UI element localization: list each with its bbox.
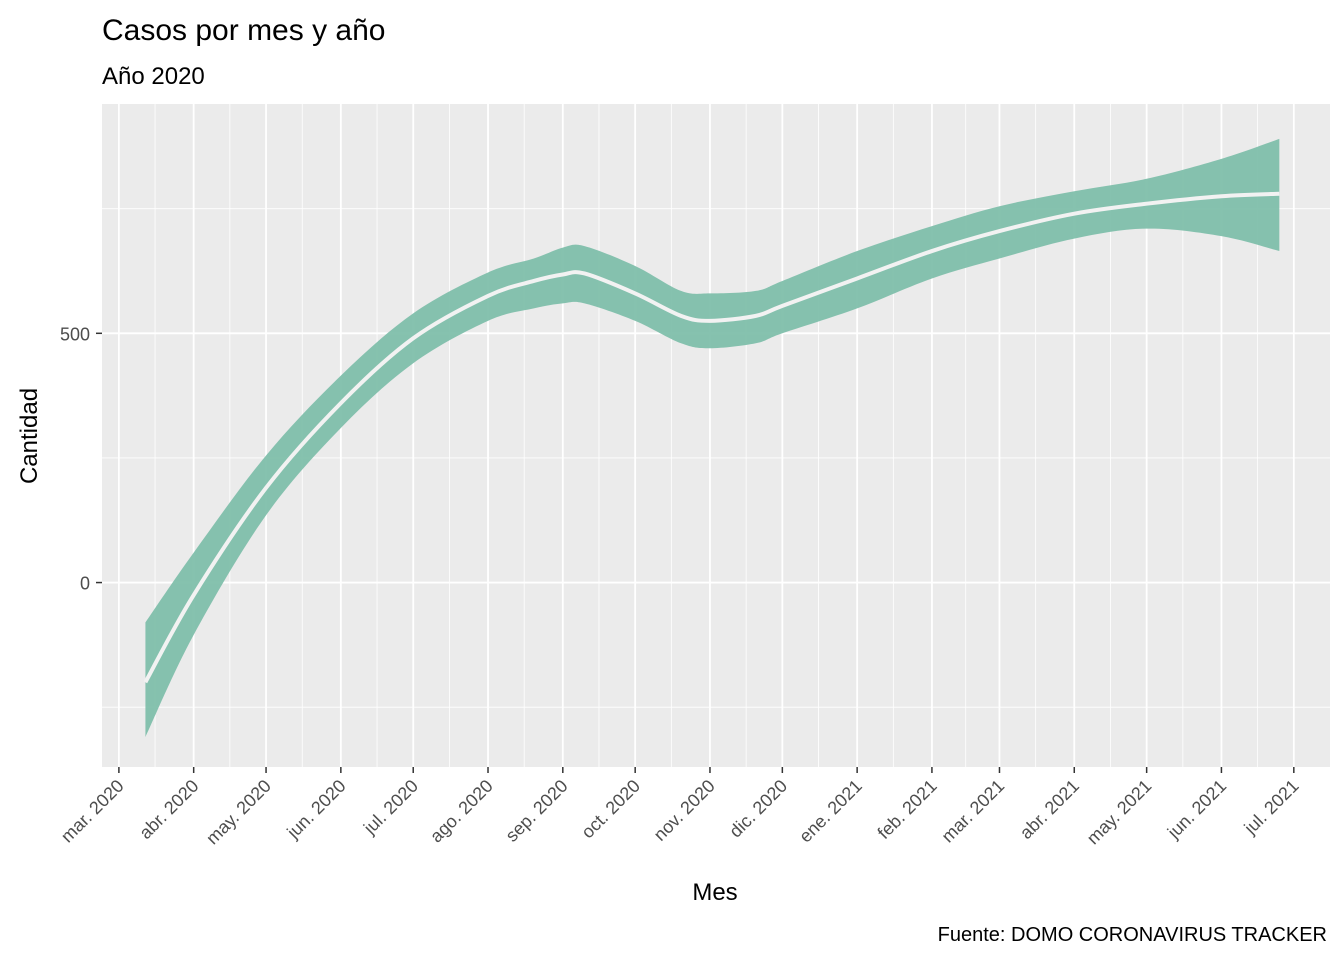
x-tick-label: abr. 2021 — [1016, 776, 1083, 843]
x-axis-title: Mes — [692, 879, 737, 906]
x-tick-label: jun. 2020 — [282, 776, 349, 843]
chart-caption: Fuente: DOMO CORONAVIRUS TRACKER — [938, 924, 1327, 946]
x-tick-label: oct. 2020 — [577, 776, 644, 843]
x-tick-label: sep. 2020 — [502, 776, 572, 846]
x-tick-label: dic. 2020 — [725, 776, 791, 842]
x-tick-label: mar. 2021 — [938, 776, 1009, 847]
y-axis-title: Cantidad — [16, 388, 43, 484]
smoothed-line — [143, 191, 1280, 684]
x-tick-label: mar. 2020 — [57, 776, 128, 847]
x-tick-label: ene. 2021 — [795, 776, 866, 847]
chart-subtitle: Año 2020 — [102, 63, 205, 90]
x-tick-label: abr. 2020 — [135, 776, 202, 843]
x-tick-label: jul. 2021 — [1240, 776, 1303, 839]
x-tick-label: feb. 2021 — [874, 776, 941, 843]
confidence-band — [145, 138, 1280, 738]
x-tick-label: nov. 2020 — [650, 776, 719, 845]
x-tick-label: ago. 2020 — [426, 776, 497, 847]
x-tick-label: jul. 2020 — [359, 776, 422, 839]
chart-title: Casos por mes y año — [102, 14, 385, 47]
x-axis: mar. 2020 abr. 2020 may. 2020 jun. 2020 jul.… — [57, 767, 1303, 848]
x-tick-label: may. 2020 — [202, 776, 275, 849]
y-tick-label: 500 — [60, 324, 90, 344]
major-gridlines — [102, 104, 1330, 767]
y-tick-label: 0 — [80, 574, 90, 594]
x-tick-label: may. 2021 — [1083, 776, 1156, 849]
x-tick-label: jun. 2021 — [1163, 776, 1230, 843]
y-axis: 0 500 — [60, 324, 102, 594]
